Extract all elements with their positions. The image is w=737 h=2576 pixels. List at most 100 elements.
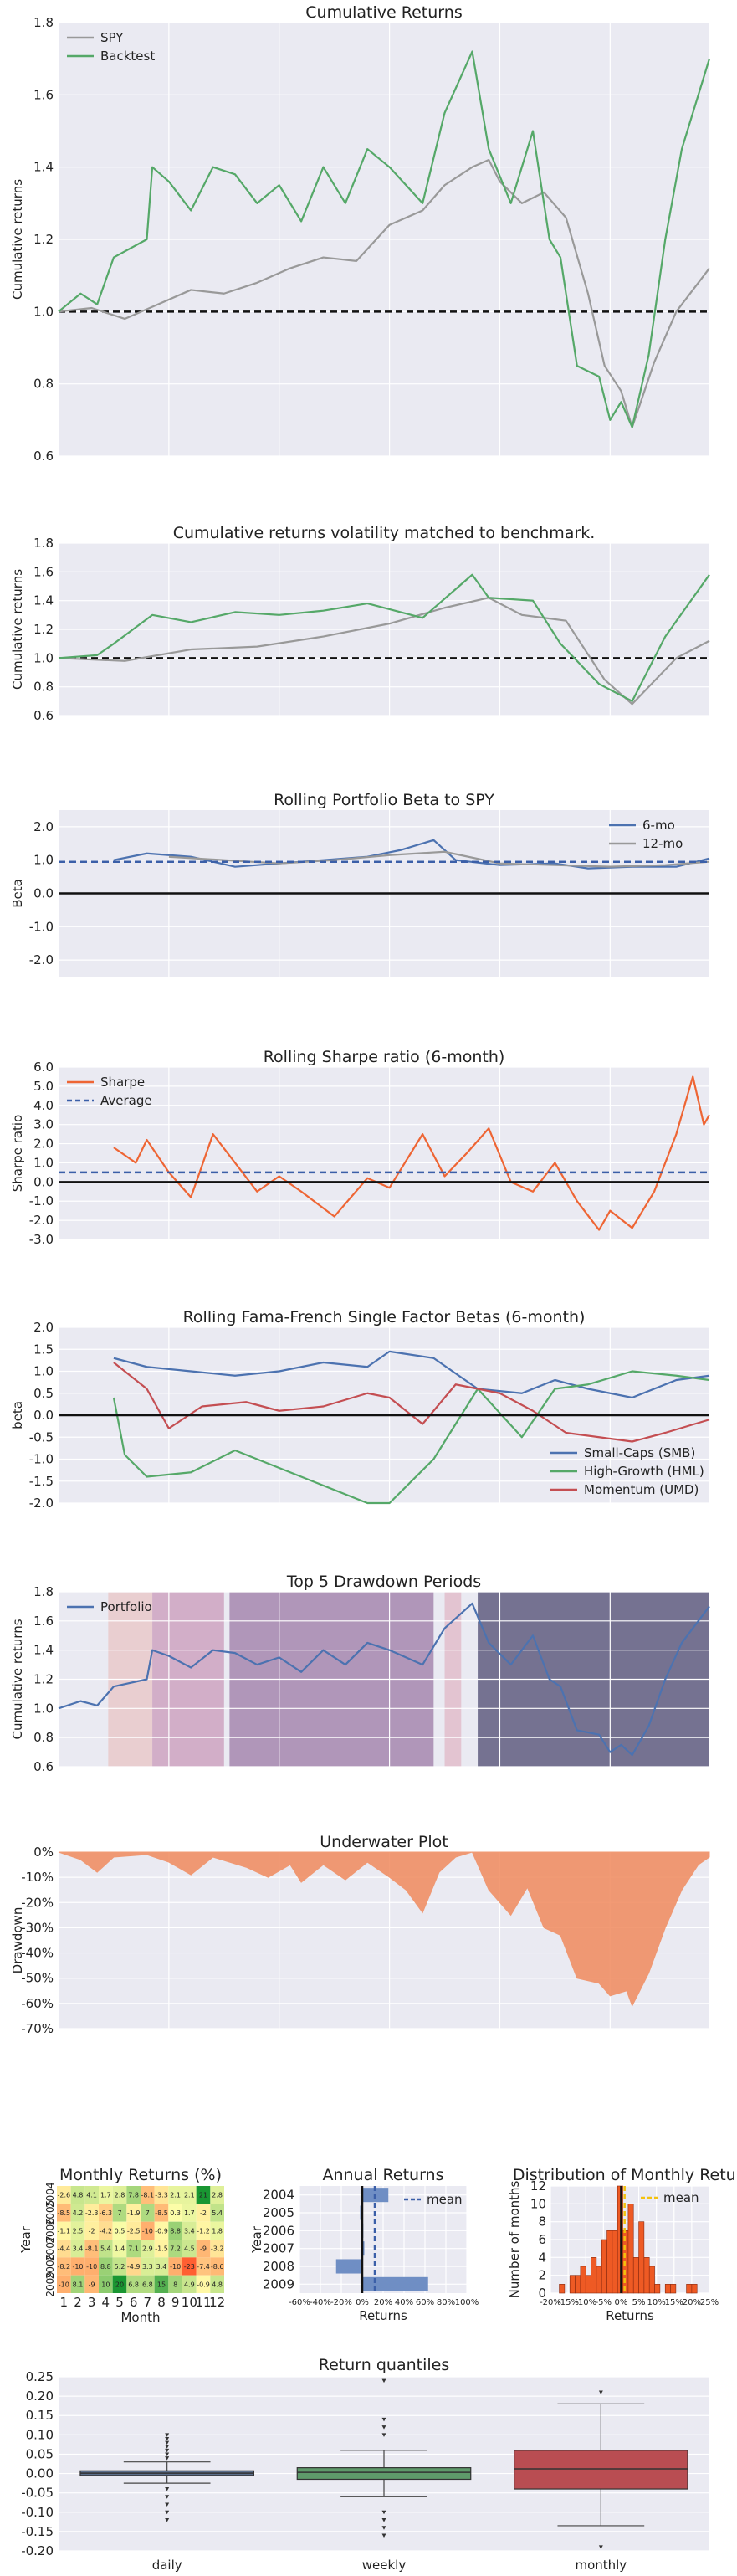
y-tick-label: 0.0 xyxy=(33,1408,54,1423)
heatmap-cell-label: 3.4 xyxy=(73,2245,84,2253)
box-outlier xyxy=(165,2510,170,2515)
series-line-backtest xyxy=(58,573,710,702)
x-tick-label: -20% xyxy=(540,2298,561,2307)
y-tick-label: 0.8 xyxy=(33,1730,54,1745)
y-tick-label: 4 xyxy=(538,2250,546,2265)
heatmap-cell xyxy=(141,2257,155,2276)
heatmap-cell-label: 10 xyxy=(101,2281,110,2288)
heatmap-cell-label: 2.8 xyxy=(212,2192,223,2199)
chart-panel-3: -3.0 -2.0 -1.0 0.0 1.0 2.0 3.0 4.0 5.0 6.0 Rolling… xyxy=(10,1048,710,1247)
heatmap-cell-label: -0.9 xyxy=(155,2227,168,2235)
heatmap-cell-label: 4.1 xyxy=(86,2192,97,2199)
y-tick-label: 0% xyxy=(33,1845,54,1860)
box-outlier xyxy=(165,2445,170,2449)
heatmap-cell-label: -23 xyxy=(184,2263,195,2271)
x-tick-label: 100% xyxy=(455,2298,479,2307)
box-outlier xyxy=(381,2417,386,2422)
box-outlier xyxy=(165,2487,170,2491)
heatmap-cell xyxy=(126,2221,141,2240)
box-weekly xyxy=(296,2467,472,2481)
y-tick-label: 1.6 xyxy=(33,1614,54,1629)
histogram-bar xyxy=(596,2266,602,2294)
heatmap-cell xyxy=(70,2257,85,2276)
monthly-distribution-chart: 0 2 4 6 8 10 12 -20%-15%-10%-5% 0% 5% 10%15%20%25%… xyxy=(507,2166,737,2323)
heatmap-cell xyxy=(112,2186,127,2204)
heatmap-cell-label: -4.2 xyxy=(100,2227,113,2235)
box-outlier xyxy=(165,2452,170,2456)
heatmap-month-label: 12 xyxy=(209,2295,225,2310)
heatmap-cell xyxy=(126,2275,141,2293)
y-tick-label: -1.0 xyxy=(29,919,54,934)
heatmap-cell xyxy=(99,2221,113,2240)
y-tick-label: 1.2 xyxy=(33,622,54,637)
y-tick-label: 1.5 xyxy=(33,1342,54,1357)
y-axis-label: Cumulative returns xyxy=(10,179,25,300)
heatmap-cell xyxy=(112,2221,127,2240)
monthly-returns-heatmap: -2.6 4.8 4.1 1.7 2.8 7.8 -8.1 -3.3 2.1 2.1 21 2.8-8… xyxy=(18,2166,225,2325)
y-axis-label: Cumulative returns xyxy=(10,1619,25,1739)
heatmap-cell xyxy=(210,2257,224,2276)
heatmap-cell-label: -8.1 xyxy=(141,2192,155,2199)
heatmap-cell xyxy=(99,2186,113,2204)
y-axis-label: Number of months xyxy=(507,2180,522,2298)
chart-title: Rolling Portfolio Beta to SPY xyxy=(274,791,494,809)
y-tick-label: 1.4 xyxy=(33,1643,54,1658)
heatmap-x-label: Month xyxy=(120,2310,160,2325)
legend-label: Sharpe xyxy=(100,1075,145,1090)
y-tick-label: 1.8 xyxy=(33,15,54,30)
legend-label: SPY xyxy=(100,30,124,45)
y-tick-label: 12 xyxy=(530,2178,546,2194)
x-tick-label: -60% xyxy=(289,2298,310,2307)
year-tick-label: 2007 xyxy=(263,2241,294,2256)
y-tick-label: 1.6 xyxy=(33,87,54,102)
heatmap-cell-label: -1.1 xyxy=(58,2227,71,2235)
heatmap-cell xyxy=(182,2257,197,2276)
heatmap-cell xyxy=(112,2257,127,2276)
x-tick-label: 0% xyxy=(615,2298,628,2307)
heatmap-cell-label: -1.5 xyxy=(155,2245,168,2253)
y-tick-label: 1.0 xyxy=(33,650,54,665)
heatmap-cell-label: 3.3 xyxy=(142,2263,153,2271)
legend: 6-mo 12-mo xyxy=(609,818,683,851)
heatmap-month-label: 8 xyxy=(157,2295,166,2310)
y-tick-label: 6.0 xyxy=(33,1060,54,1075)
box-outlier xyxy=(165,2518,170,2522)
legend: SPY Backtest xyxy=(67,30,155,64)
heatmap-cell-label: -4.4 xyxy=(58,2245,71,2253)
legend-label: mean xyxy=(663,2190,699,2205)
heatmap-cell-label: -3.2 xyxy=(211,2245,224,2253)
heatmap-cell-label: -10 xyxy=(72,2263,83,2271)
heatmap-cell-label: -7.4 xyxy=(197,2263,210,2271)
heatmap-cell-label: 4.8 xyxy=(212,2281,223,2288)
annual-return-bar xyxy=(335,2259,362,2274)
histogram-bar xyxy=(648,2266,655,2294)
heatmap-cell-label: 1.8 xyxy=(212,2227,223,2235)
heatmap-cell xyxy=(168,2204,182,2222)
box-outlier xyxy=(381,2425,386,2430)
heatmap-cell xyxy=(57,2240,71,2258)
category-label: monthly xyxy=(575,2558,627,2573)
heatmap-title: Monthly Returns (%) xyxy=(59,2166,222,2184)
heatmap-cell xyxy=(182,2221,197,2240)
heatmap-cell xyxy=(210,2240,224,2258)
heatmap-month-label: 2 xyxy=(74,2295,82,2310)
y-tick-label: 1.0 xyxy=(33,1155,54,1170)
heatmap-cell xyxy=(154,2257,169,2276)
x-tick-label: 60% xyxy=(416,2298,434,2307)
heatmap-cell xyxy=(126,2204,141,2222)
heatmap-cell xyxy=(141,2240,155,2258)
heatmap-cell xyxy=(99,2240,113,2258)
heatmap-cell-label: 8.8 xyxy=(100,2263,111,2271)
y-tick-label: 0.25 xyxy=(26,2369,54,2384)
box-outlier xyxy=(165,2448,170,2453)
x-tick-label: 25% xyxy=(700,2298,719,2307)
y-tick-label: 1.6 xyxy=(33,564,54,579)
heatmap-cell xyxy=(126,2257,141,2276)
heatmap-cell xyxy=(154,2204,169,2222)
box-outlier xyxy=(598,2390,603,2394)
y-tick-label: 1.8 xyxy=(33,536,54,551)
x-tick-label: -15% xyxy=(557,2298,579,2307)
y-tick-label: -10% xyxy=(21,1870,54,1885)
heatmap-cell-label: 4.8 xyxy=(73,2192,84,2199)
